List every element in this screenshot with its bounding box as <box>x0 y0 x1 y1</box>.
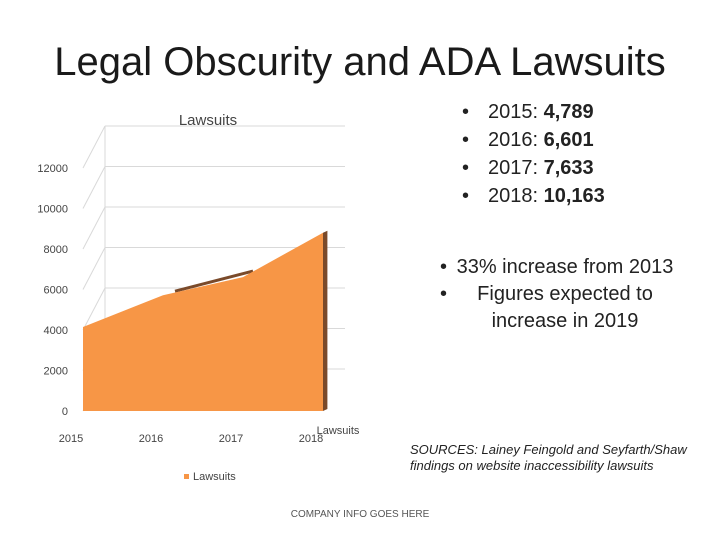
note-item: 33% increase from 2013 <box>440 254 680 281</box>
area-top-edge <box>174 269 254 293</box>
chart-title: Lawsuits <box>179 112 237 129</box>
y-tick-label: 4000 <box>44 325 68 337</box>
y-tick-label: 8000 <box>44 244 68 256</box>
notes-list: 33% increase from 2013 Figures expected … <box>440 254 680 335</box>
area-series-fill <box>83 232 323 411</box>
year-stat-item: 2015: 4,789 <box>462 98 605 126</box>
y-tick-label: 10000 <box>37 204 68 216</box>
gridline-depth <box>82 206 106 250</box>
gridline-depth <box>82 247 106 290</box>
series-axis-label: Lawsuits <box>317 425 360 437</box>
y-tick-label: 6000 <box>44 285 68 297</box>
slide-title: Legal Obscurity and ADA Lawsuits <box>54 40 666 84</box>
gridline-depth <box>82 125 106 169</box>
note-item: Figures expected to increase in 2019 <box>440 281 680 335</box>
footer-company-info: COMPANY INFO GOES HERE <box>290 509 430 520</box>
y-axis-ticks: 0 2000 4000 6000 8000 10000 12000 <box>37 163 68 418</box>
y-tick-label: 0 <box>62 406 68 418</box>
x-tick-label: 2015 <box>59 433 83 445</box>
y-tick-label: 2000 <box>44 366 68 378</box>
year-stat-value: 6,601 <box>543 129 594 151</box>
legend-swatch <box>184 474 189 479</box>
x-tick-label: 2016 <box>139 433 163 445</box>
x-tick-label: 2017 <box>219 433 243 445</box>
area-side-wall <box>323 230 328 411</box>
y-tick-label: 12000 <box>37 163 68 175</box>
x-tick-label: 2018 <box>299 433 323 445</box>
year-stat-value: 4,789 <box>543 101 594 123</box>
year-stats-list: 2015: 4,789 2016: 6,601 2017: 7,633 2018… <box>462 98 605 210</box>
year-stat-value: 10,163 <box>543 185 605 207</box>
legend-label: Lawsuits <box>193 471 236 483</box>
gridline-depth <box>82 287 106 331</box>
year-stat-item: 2016: 6,601 <box>462 126 605 154</box>
year-stat-item: 2017: 7,633 <box>462 154 605 182</box>
chart-legend: Lawsuits <box>184 471 236 483</box>
year-stat-value: 7,633 <box>543 157 594 179</box>
gridline-depth <box>82 166 106 209</box>
sources-note: SOURCES: Lainey Feingold and Seyfarth/Sh… <box>410 442 687 473</box>
x-axis-ticks: 2015 2016 2017 2018 <box>59 433 323 445</box>
year-stat-item: 2018: 10,163 <box>462 182 605 210</box>
area-series <box>83 230 328 411</box>
